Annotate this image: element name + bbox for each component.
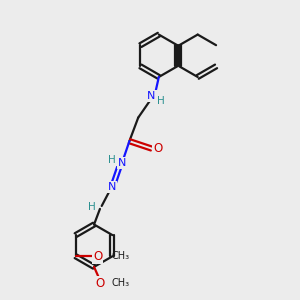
Text: N: N — [118, 158, 126, 168]
Text: O: O — [93, 250, 102, 263]
Text: O: O — [153, 142, 163, 155]
Text: O: O — [95, 277, 105, 290]
Text: CH₃: CH₃ — [112, 278, 130, 288]
Text: CH₃: CH₃ — [111, 251, 129, 261]
Text: N: N — [107, 182, 116, 192]
Text: H: H — [157, 96, 165, 106]
Text: N: N — [147, 91, 156, 101]
Text: H: H — [108, 155, 116, 165]
Text: H: H — [88, 202, 96, 212]
